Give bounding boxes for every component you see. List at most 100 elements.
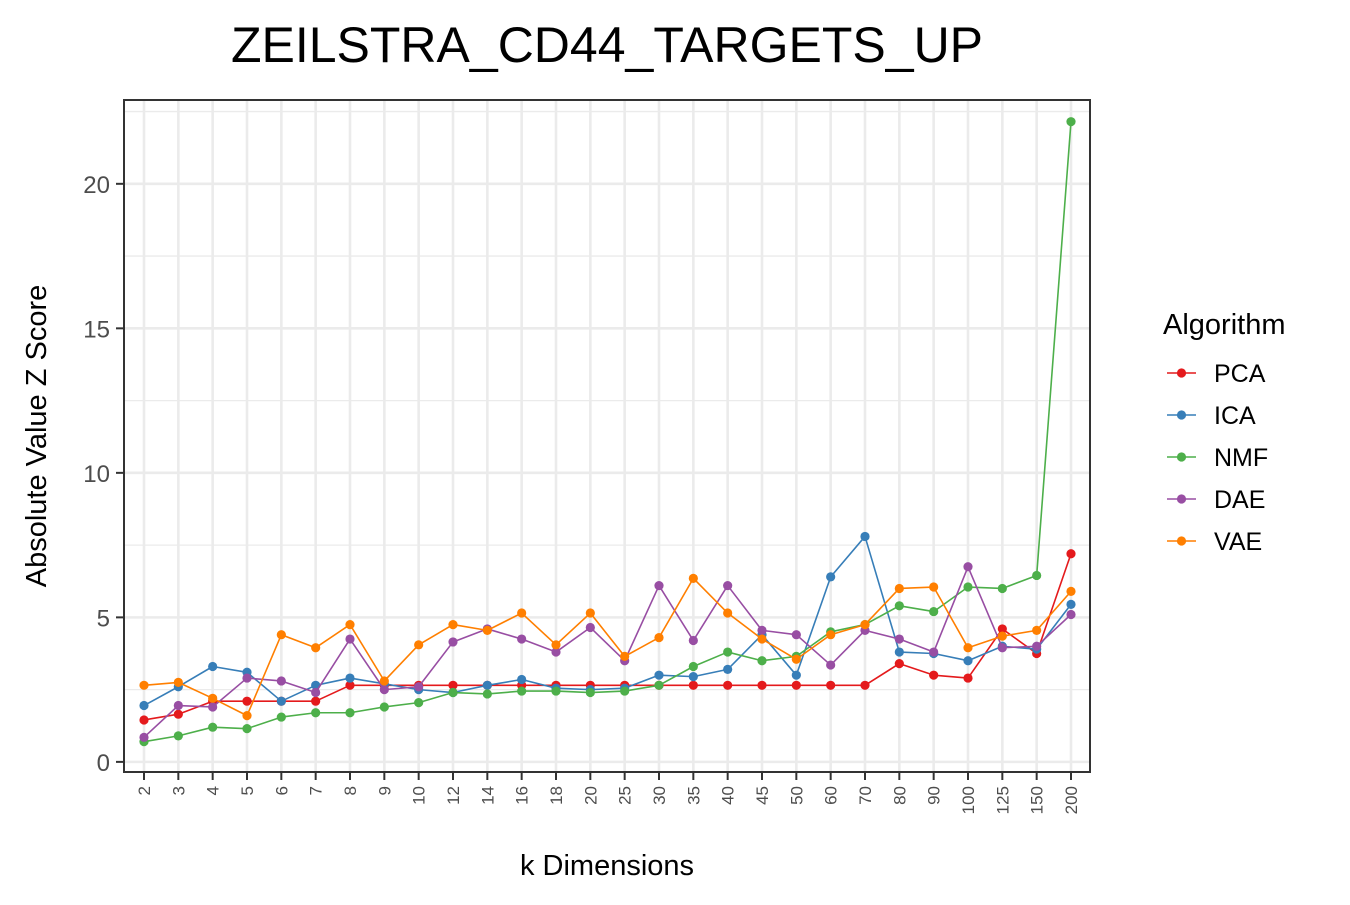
legend-label: VAE xyxy=(1214,528,1262,556)
data-point-vae xyxy=(551,640,561,650)
x-tick-label: 8 xyxy=(341,786,360,795)
data-point-ica xyxy=(894,647,904,657)
x-tick-label: 200 xyxy=(1062,786,1081,814)
data-point-pca xyxy=(894,659,904,669)
series-line-pca xyxy=(143,553,1072,721)
data-point-ica xyxy=(276,696,286,706)
data-point-dae xyxy=(311,687,321,698)
data-point-dae xyxy=(894,634,904,644)
data-point-dae xyxy=(173,700,183,711)
data-point-vae xyxy=(894,583,904,594)
legend-item-ica: ICA xyxy=(1167,402,1256,430)
data-point-nmf xyxy=(345,708,355,718)
data-point-nmf xyxy=(929,606,939,617)
data-point-pca xyxy=(963,673,973,683)
data-point-vae xyxy=(620,651,630,661)
x-tick-label: 12 xyxy=(444,786,463,805)
data-point-dae xyxy=(791,630,801,640)
data-point-ica xyxy=(654,670,664,680)
data-point-vae xyxy=(276,630,286,640)
legend-items: PCA ICA NMF DAE VAE xyxy=(1167,360,1268,556)
data-point-ica xyxy=(860,531,870,542)
data-point-nmf xyxy=(620,686,630,696)
data-point-nmf xyxy=(585,687,595,698)
data-point-pca xyxy=(1066,549,1076,559)
data-point-ica xyxy=(208,661,218,672)
grid xyxy=(124,100,1090,772)
data-point-vae xyxy=(997,631,1007,641)
data-point-nmf xyxy=(482,689,492,699)
data-point-nmf xyxy=(997,583,1007,594)
x-tick-label: 10 xyxy=(410,786,429,805)
legend-key-point xyxy=(1176,536,1187,546)
x-tick-label: 7 xyxy=(307,786,326,795)
y-tick-label: 15 xyxy=(83,316,110,343)
data-point-pca xyxy=(723,680,733,690)
data-point-vae xyxy=(929,582,939,592)
data-point-ica xyxy=(139,700,149,711)
data-point-ica xyxy=(482,680,492,690)
data-point-dae xyxy=(517,634,527,644)
legend-label: PCA xyxy=(1214,360,1266,388)
data-point-nmf xyxy=(723,647,733,657)
y-axis-label: Absolute Value Z Score xyxy=(21,285,53,588)
data-point-pca xyxy=(860,680,870,690)
data-point-pca xyxy=(139,715,149,725)
data-point-pca xyxy=(345,680,355,690)
data-point-nmf xyxy=(242,724,252,734)
x-tick-label: 90 xyxy=(925,786,944,805)
x-axis-label: k Dimensions xyxy=(520,850,694,882)
data-point-dae xyxy=(414,682,424,692)
y-tick-label: 5 xyxy=(97,605,110,632)
legend: Algorithm PCA ICA NMF DAE VAE xyxy=(1163,309,1286,556)
x-tick-label: 4 xyxy=(204,786,223,795)
legend-item-vae: VAE xyxy=(1167,528,1262,556)
data-point-nmf xyxy=(379,702,389,712)
data-point-vae xyxy=(688,573,698,583)
plot-panel-border xyxy=(123,99,1091,773)
x-tick-label: 25 xyxy=(616,786,635,805)
legend-key-point xyxy=(1176,452,1187,462)
data-point-vae xyxy=(791,654,801,664)
legend-label: DAE xyxy=(1214,486,1265,514)
data-point-dae xyxy=(929,647,939,657)
series-line-vae xyxy=(143,577,1072,717)
data-point-pca xyxy=(757,680,767,690)
x-tick-label: 125 xyxy=(993,786,1012,814)
x-tick-label: 14 xyxy=(478,786,497,805)
data-point-dae xyxy=(688,635,698,646)
data-point-dae xyxy=(345,634,355,644)
data-point-dae xyxy=(1066,609,1076,620)
legend-item-dae: DAE xyxy=(1167,486,1265,514)
data-point-vae xyxy=(585,608,595,618)
series-line-dae xyxy=(143,565,1072,738)
legend-label: ICA xyxy=(1214,402,1256,430)
x-tick-label: 5 xyxy=(238,786,257,795)
data-point-nmf xyxy=(688,661,698,672)
data-point-nmf xyxy=(276,712,286,722)
x-tick-label: 6 xyxy=(272,786,291,795)
data-point-vae xyxy=(654,633,664,643)
data-point-dae xyxy=(551,647,561,657)
data-point-vae xyxy=(414,640,424,650)
data-point-vae xyxy=(345,619,355,630)
data-point-dae xyxy=(585,622,595,633)
data-point-dae xyxy=(139,732,149,742)
data-point-vae xyxy=(448,619,458,630)
data-point-dae xyxy=(276,676,286,686)
x-tick-label: 18 xyxy=(547,786,566,805)
x-tick-label: 70 xyxy=(856,786,875,805)
data-point-nmf xyxy=(963,582,973,592)
legend-key-point xyxy=(1176,410,1187,420)
data-point-vae xyxy=(379,676,389,686)
legend-item-pca: PCA xyxy=(1167,360,1266,388)
data-point-dae xyxy=(963,562,973,572)
data-point-nmf xyxy=(517,686,527,696)
data-point-vae xyxy=(242,711,252,721)
data-point-ica xyxy=(723,664,733,674)
data-point-pca xyxy=(826,680,836,690)
data-point-nmf xyxy=(414,698,424,708)
data-point-vae xyxy=(757,634,767,644)
